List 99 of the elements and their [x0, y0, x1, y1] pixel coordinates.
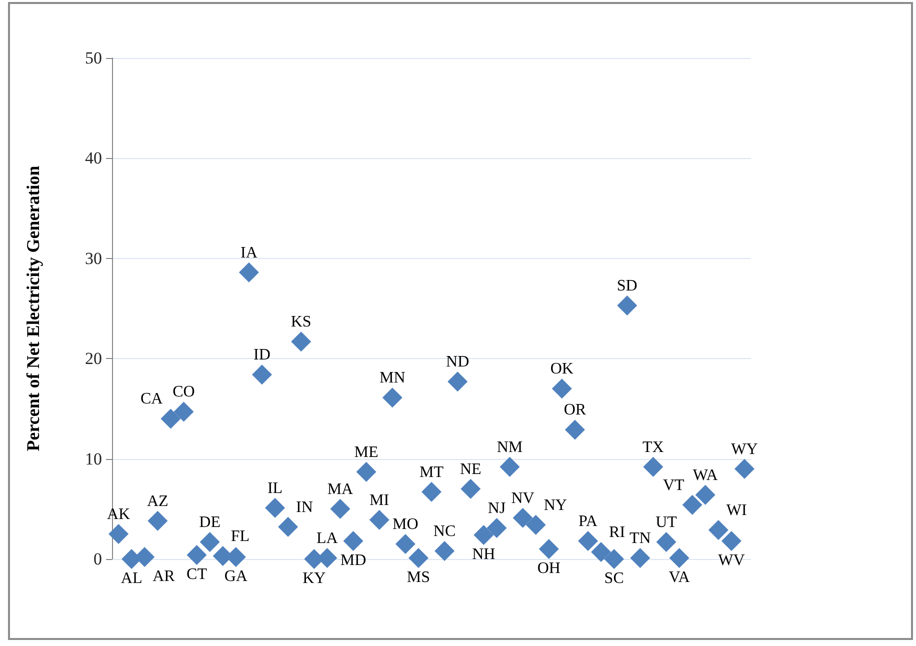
data-label: NY: [544, 496, 568, 514]
data-label: AZ: [146, 492, 168, 510]
y-tick-label: 50: [85, 48, 102, 68]
data-label: CT: [186, 566, 208, 583]
point: [369, 510, 390, 530]
point: [200, 532, 220, 552]
point: [265, 498, 286, 518]
data-label: DE: [199, 514, 220, 531]
point: [604, 549, 624, 569]
data-label: NH: [472, 546, 496, 563]
point: [538, 538, 559, 559]
data-label: MN: [379, 370, 406, 387]
point: [617, 295, 638, 316]
data-label: AK: [106, 506, 131, 523]
point: [526, 514, 546, 535]
data-label: IA: [240, 244, 258, 262]
point: [356, 462, 376, 482]
point: [578, 530, 598, 551]
point: [422, 482, 442, 502]
data-label: SD: [616, 277, 638, 294]
point: [382, 388, 402, 408]
point: [148, 510, 168, 531]
point: [434, 540, 455, 561]
point: [160, 408, 181, 429]
data-label: NJ: [488, 500, 506, 517]
point: [343, 530, 364, 551]
data-label: TX: [642, 438, 664, 456]
data-label: ID: [254, 346, 270, 364]
data-label: MO: [392, 516, 418, 533]
point: [552, 378, 572, 399]
data-label: WY: [731, 440, 758, 458]
data-label: IN: [296, 498, 314, 516]
data-label: WI: [726, 502, 747, 519]
data-label: OR: [564, 402, 586, 419]
point: [734, 458, 754, 479]
data-label: RI: [609, 524, 626, 541]
data-label: KS: [290, 314, 312, 331]
data-label: SC: [604, 570, 624, 587]
data-label: MI: [370, 492, 390, 509]
data-label: AL: [120, 570, 142, 587]
data-label: ME: [354, 444, 378, 461]
data-label: IL: [267, 480, 283, 497]
point: [474, 524, 494, 545]
point: [252, 364, 272, 385]
point: [682, 494, 702, 515]
data-label: LA: [316, 530, 338, 547]
point: [564, 420, 585, 440]
point: [174, 402, 194, 422]
data-label: WV: [718, 552, 746, 569]
data-label: WA: [692, 466, 718, 484]
data-label: NM: [496, 438, 523, 456]
data-label: MS: [406, 569, 430, 586]
data-label: UT: [656, 514, 678, 531]
point: [238, 262, 259, 282]
data-label: NV: [511, 490, 535, 507]
data-label: FL: [230, 528, 250, 545]
data-label: VT: [662, 476, 685, 494]
point: [656, 532, 676, 552]
y-tick-label: 40: [85, 148, 102, 168]
data-label: ND: [446, 354, 470, 371]
point: [330, 498, 350, 519]
point: [721, 530, 742, 551]
point: [395, 534, 416, 554]
data-label: CA: [140, 390, 164, 408]
data-label: MT: [420, 464, 444, 481]
data-label: AR: [152, 568, 176, 585]
y-tick-label: 10: [85, 449, 102, 468]
data-label: CO: [172, 384, 195, 401]
point: [186, 544, 207, 565]
y-tick-label: 20: [85, 349, 102, 368]
data-label: MA: [327, 480, 354, 498]
data-label: NE: [460, 460, 482, 478]
point: [591, 542, 612, 562]
y-tick-label: 0: [94, 550, 102, 568]
point: [500, 456, 520, 477]
data-label: NC: [433, 522, 456, 540]
point: [486, 518, 507, 538]
point: [448, 372, 468, 392]
y-axis-title: Percent of Net Electricity Generation: [23, 166, 43, 452]
point: [708, 520, 728, 540]
y-tick-label: 30: [85, 248, 102, 268]
data-label: OH: [537, 560, 561, 577]
data-label: MD: [340, 552, 366, 569]
point: [695, 484, 716, 505]
data-label: PA: [578, 512, 598, 530]
data-label: VA: [668, 569, 690, 586]
data-label: KY: [302, 570, 326, 587]
point: [643, 456, 664, 477]
data-label: TN: [629, 530, 652, 547]
data-label: OK: [550, 360, 574, 378]
point: [278, 516, 298, 537]
point: [408, 548, 428, 568]
point: [460, 478, 481, 499]
data-label: GA: [224, 568, 248, 585]
point: [108, 524, 129, 544]
point: [669, 548, 690, 568]
point: [512, 508, 533, 528]
point: [630, 548, 650, 568]
point: [291, 332, 312, 352]
